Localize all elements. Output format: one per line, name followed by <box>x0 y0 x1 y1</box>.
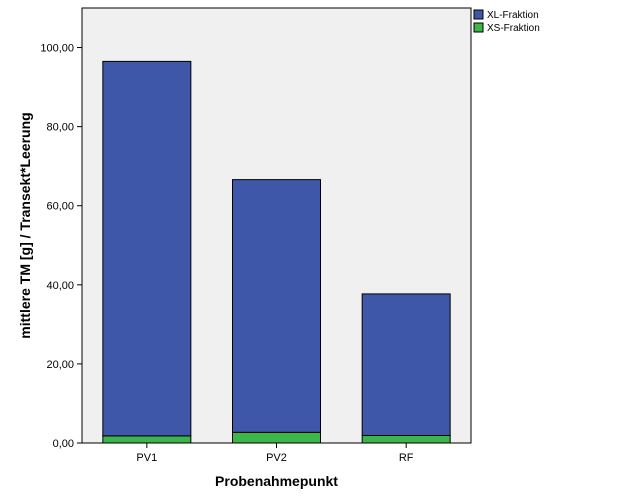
y-axis-title: mittlere TM [g] / Transekt*Leerung <box>17 112 33 338</box>
y-tick-label: 100,00 <box>40 43 74 55</box>
legend-swatch <box>473 22 484 33</box>
y-axis: 0,00 20,00 40,00 60,00 80,00 100,00 <box>40 43 82 450</box>
bar-xl-fraktion-rf <box>361 293 451 436</box>
x-axis: PV1 PV2 RF <box>136 443 414 464</box>
x-tick-label: PV1 <box>136 452 157 464</box>
x-tick-label: PV2 <box>266 452 287 464</box>
y-tick-label: 80,00 <box>46 122 74 134</box>
bar-xs-fraktion-pv2 <box>232 431 321 444</box>
bar-xl-fraktion-pv2 <box>232 179 321 433</box>
legend-label: XS-Fraktion <box>487 23 540 34</box>
y-tick-label: 0,00 <box>53 438 74 450</box>
legend-swatch <box>473 9 484 20</box>
legend: XL-Fraktion XS-Fraktion <box>473 9 540 34</box>
x-tick-label: RF <box>399 452 414 464</box>
legend-label: XL-Fraktion <box>487 10 539 21</box>
y-tick-label: 20,00 <box>46 359 74 371</box>
y-tick-label: 60,00 <box>46 201 74 213</box>
bar-xl-fraktion-pv1 <box>102 60 192 437</box>
bars-group <box>102 60 451 444</box>
bar-xs-fraktion-pv1 <box>102 435 192 444</box>
x-axis-title: Probenahmepunkt <box>215 473 338 489</box>
bar-xs-fraktion-rf <box>361 434 451 444</box>
y-tick-label: 40,00 <box>46 280 74 292</box>
